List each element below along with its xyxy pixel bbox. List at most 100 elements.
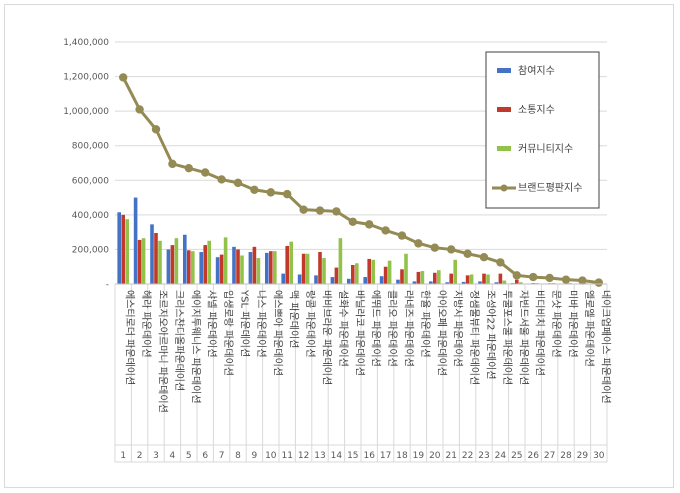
- x-index-label: 11: [281, 451, 292, 461]
- x-category-label: 네이크업페이스 파운데이션: [599, 290, 612, 404]
- legend-label: 참여지수: [518, 65, 555, 77]
- line-point: [529, 272, 538, 282]
- x-index-label: 22: [462, 451, 473, 461]
- line-point: [496, 258, 505, 267]
- x-index-label: 21: [445, 451, 456, 461]
- bar: [240, 255, 244, 284]
- line-point: [135, 105, 144, 114]
- line-point: [463, 249, 472, 258]
- line-point: [512, 271, 521, 280]
- legend-swatch: [497, 146, 511, 151]
- bar: [273, 251, 277, 284]
- x-category-label: 한율 파운데이션: [419, 290, 431, 358]
- x-category-label: 자빈드서울 파운데이션: [517, 290, 529, 385]
- bar: [203, 245, 207, 284]
- bar: [437, 270, 441, 284]
- bar: [404, 253, 408, 284]
- bar: [338, 238, 343, 284]
- x-index-label: 15: [347, 451, 358, 461]
- legend-swatch: [497, 68, 511, 73]
- bar: [252, 246, 257, 284]
- legend-box: [485, 51, 600, 209]
- x-index-label: 10: [265, 451, 277, 461]
- x-category-label: 크리스챤디올파운데이션: [173, 290, 185, 391]
- y-tick-label: -: [106, 280, 109, 290]
- x-index-label: 23: [478, 451, 489, 461]
- bar: [351, 264, 355, 284]
- legend-marker: [500, 184, 508, 192]
- line-point: [168, 159, 177, 169]
- bar: [330, 277, 335, 284]
- bar: [502, 280, 507, 284]
- line-point: [315, 206, 325, 215]
- bar: [469, 274, 474, 284]
- bar: [449, 273, 453, 284]
- bar: [125, 219, 129, 284]
- line-point: [332, 207, 341, 216]
- bar: [150, 224, 154, 284]
- bar: [486, 274, 490, 284]
- line-point: [233, 178, 243, 188]
- bar: [236, 249, 240, 284]
- x-category-label: 조성아22 파운데이션: [485, 290, 497, 380]
- x-index-label: 9: [252, 451, 258, 461]
- y-tick-label: 1,000,000: [63, 107, 109, 117]
- bar: [498, 273, 503, 284]
- bar: [371, 259, 375, 284]
- x-category-label: 에뛰드 파운데이션: [370, 290, 382, 367]
- line-point: [250, 185, 259, 194]
- bar: [285, 245, 289, 284]
- bar: [281, 273, 285, 284]
- bar: [416, 271, 421, 284]
- line-point: [217, 175, 226, 184]
- bar: [187, 250, 191, 284]
- bar: [269, 251, 273, 284]
- bar: [232, 246, 236, 284]
- x-index-label: 13: [314, 451, 325, 461]
- x-category-label: 나스 파운데이션: [255, 290, 267, 358]
- x-index-label: 26: [527, 451, 539, 461]
- x-category-label: 비디비치 파운데이션: [534, 290, 546, 376]
- x-index-label: 19: [413, 451, 425, 461]
- x-index-label: 30: [593, 451, 605, 461]
- x-category-label: YSL 파운데이션: [239, 289, 251, 357]
- bar: [297, 274, 302, 284]
- x-index-label: 27: [544, 451, 555, 461]
- x-index-label: 2: [137, 451, 143, 461]
- bar: [248, 252, 253, 284]
- bar: [515, 279, 519, 284]
- bar: [322, 258, 326, 284]
- bar: [215, 257, 220, 284]
- bar: [137, 239, 142, 284]
- bar: [314, 275, 318, 284]
- x-index-label: 20: [429, 451, 441, 461]
- x-index-label: 4: [170, 451, 176, 461]
- line-point: [479, 253, 489, 262]
- x-category-label: 바비브라운 파운데이션: [321, 290, 333, 385]
- bar: [191, 251, 195, 284]
- y-axis: - 200,000 400,000 600,000 800,000 1,000,000 1,…: [63, 38, 109, 290]
- x-category-label: 샤넬 파운데이션: [206, 290, 218, 358]
- bar: [461, 281, 466, 284]
- bar: [301, 253, 306, 284]
- legend-label: 소통지수: [518, 104, 555, 116]
- x-category-label: 엘로엘 파운데이션: [583, 290, 596, 367]
- x-index-label: 17: [380, 451, 391, 461]
- x-index-label: 28: [560, 451, 572, 461]
- x-category-label: 랑콤 파운데이션: [304, 290, 316, 358]
- y-tick-label: 200,000: [72, 245, 109, 255]
- bar: [433, 272, 437, 284]
- bar: [265, 252, 269, 284]
- bar: [347, 278, 351, 284]
- x-index-label: 29: [577, 451, 589, 461]
- bar: [133, 197, 138, 284]
- bar: [141, 238, 146, 284]
- bar: [117, 212, 121, 284]
- x-index-label: 5: [186, 451, 192, 461]
- x-category-label: 에스쁘아 파운데이션: [271, 290, 283, 376]
- x-axis: 에스티로더 파운데이션 1 헤라 파운데이션 2 조르지오아르마니 파운데이션 3 크리스챤…: [114, 283, 612, 463]
- bars: [117, 197, 605, 284]
- x-index-label: 8: [235, 451, 241, 461]
